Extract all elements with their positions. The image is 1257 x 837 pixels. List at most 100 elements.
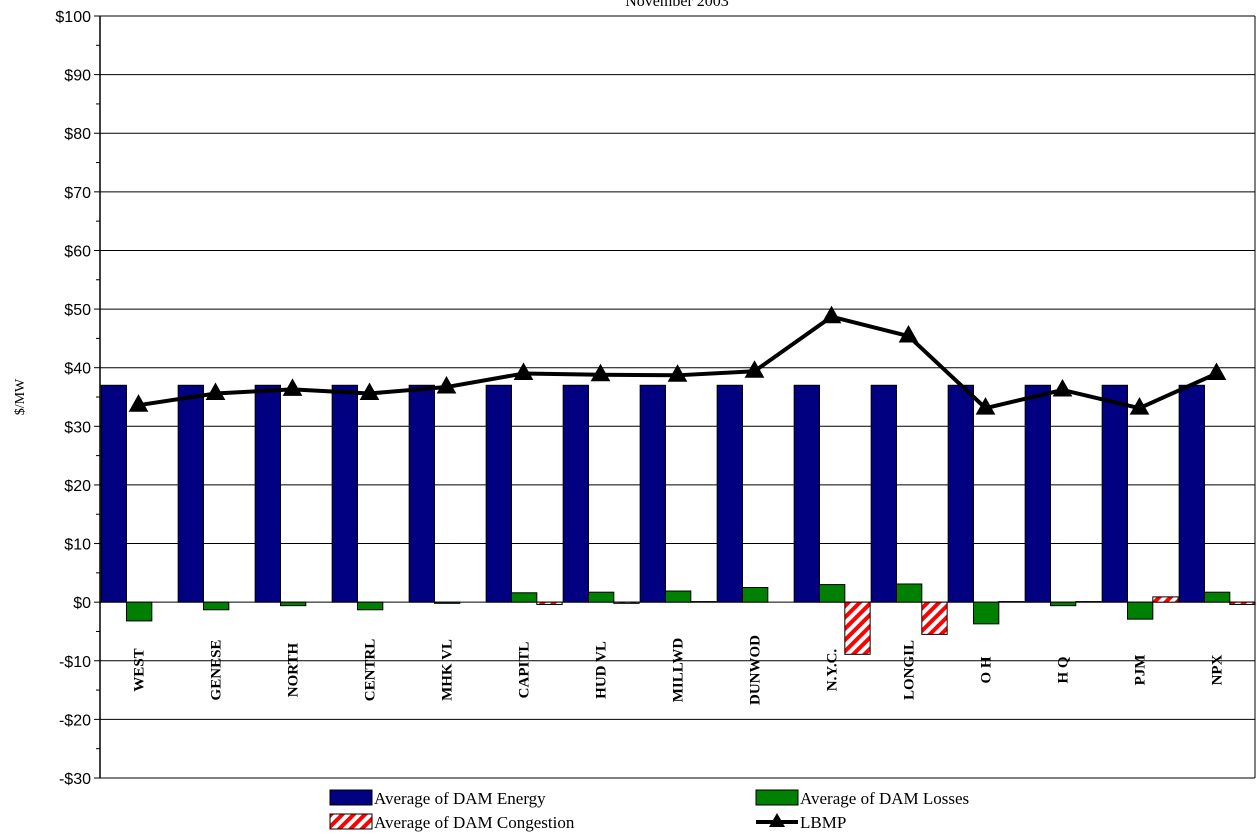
legend-swatch-average-of-dam-energy bbox=[329, 789, 373, 806]
average-of-dam-energy-bar bbox=[254, 384, 281, 603]
average-of-dam-congestion-bar bbox=[844, 601, 871, 655]
x-tick-label: NORTH bbox=[286, 642, 302, 697]
bars bbox=[100, 384, 1256, 655]
x-tick-label: MHK VL bbox=[440, 639, 456, 701]
y-tick-label: $80 bbox=[64, 126, 91, 143]
x-axis-labels: WEST GENESE NORTH CENTRL MHK VL CAPITL HUD VL M… bbox=[132, 635, 1226, 705]
x-tick-label: MILLWD bbox=[671, 638, 687, 703]
average-of-dam-losses-bar bbox=[1203, 591, 1231, 603]
lbmp-point-marker bbox=[1129, 397, 1150, 415]
average-of-dam-losses-bar bbox=[587, 591, 615, 603]
average-of-dam-energy-bar bbox=[1101, 384, 1128, 603]
average-of-dam-energy-bar bbox=[947, 384, 974, 603]
lbmp-point-marker bbox=[821, 305, 842, 324]
average-of-dam-energy-bar bbox=[485, 384, 512, 603]
lbmp-point-marker bbox=[205, 382, 226, 400]
average-of-dam-energy-bar bbox=[408, 384, 435, 603]
average-of-dam-losses-bar bbox=[1126, 601, 1154, 620]
y-tick-label: $10 bbox=[64, 537, 91, 554]
y-tick-label: $100 bbox=[55, 9, 91, 26]
lbmp-point-marker bbox=[282, 378, 303, 396]
lbmp-point-marker bbox=[513, 362, 534, 381]
average-of-dam-congestion-bar bbox=[536, 601, 563, 605]
legend-label-average-of-dam-congestion: Average of DAM Congestion bbox=[374, 813, 575, 832]
lbmp-point-marker bbox=[667, 364, 688, 382]
x-tick-label: CENTRL bbox=[363, 639, 379, 702]
average-of-dam-congestion-bar bbox=[1075, 601, 1102, 603]
y-tick-label: $40 bbox=[64, 361, 91, 378]
legend-marker-lbmp bbox=[769, 813, 785, 827]
lbmp-point-marker bbox=[128, 394, 149, 412]
lbmp-point-marker bbox=[359, 382, 380, 400]
lbmp-point-marker bbox=[744, 360, 765, 378]
average-of-dam-congestion-bar bbox=[1229, 601, 1256, 605]
x-tick-label: GENESE bbox=[209, 640, 225, 701]
average-of-dam-energy-bar bbox=[639, 384, 666, 603]
y-tick-label: $30 bbox=[64, 419, 91, 436]
y-tick-label: $90 bbox=[64, 68, 91, 85]
average-of-dam-congestion-bar bbox=[1152, 596, 1179, 603]
legend-swatch-average-of-dam-congestion bbox=[329, 813, 373, 830]
lbmp-point-marker bbox=[436, 376, 457, 394]
average-of-dam-losses-bar bbox=[972, 601, 1000, 625]
lbmp-point-marker bbox=[975, 397, 996, 415]
average-of-dam-losses-bar bbox=[279, 601, 307, 607]
x-tick-label: HUD VL bbox=[594, 641, 610, 699]
x-tick-label: O H bbox=[979, 656, 995, 683]
average-of-dam-losses-bar bbox=[202, 601, 230, 611]
average-of-dam-energy-bar bbox=[1178, 384, 1205, 603]
legend: Average of DAM Energy Average of DAM Loss… bbox=[329, 789, 969, 832]
lbmp-point-marker bbox=[1206, 362, 1227, 381]
y-tick-label: $70 bbox=[64, 185, 91, 202]
average-of-dam-congestion-bar bbox=[998, 601, 1025, 603]
y-tick-label: $0 bbox=[73, 595, 91, 612]
average-of-dam-energy-bar bbox=[562, 384, 589, 603]
average-of-dam-congestion-bar bbox=[690, 601, 717, 603]
average-of-dam-losses-bar bbox=[664, 590, 692, 603]
lbmp-line bbox=[128, 305, 1227, 415]
average-of-dam-energy-bar bbox=[100, 384, 127, 603]
y-tick-label: -$20 bbox=[59, 712, 91, 729]
x-tick-label: PJM bbox=[1133, 655, 1149, 686]
grid bbox=[100, 15, 1255, 779]
average-of-dam-losses-bar bbox=[510, 592, 538, 603]
average-of-dam-losses-bar bbox=[356, 601, 384, 611]
average-of-dam-energy-bar bbox=[177, 384, 204, 603]
average-of-dam-energy-bar bbox=[716, 384, 743, 603]
y-axis-label: $/MW bbox=[13, 378, 28, 415]
average-of-dam-losses-bar bbox=[433, 601, 461, 604]
y-tick-label: -$10 bbox=[59, 654, 91, 671]
lbmp-point-marker bbox=[898, 325, 919, 343]
chart-title: November 2003 bbox=[625, 0, 729, 10]
average-of-dam-energy-bar bbox=[331, 384, 358, 603]
legend-label-average-of-dam-losses: Average of DAM Losses bbox=[800, 789, 969, 808]
average-of-dam-energy-bar bbox=[870, 384, 897, 603]
average-of-dam-losses-bar bbox=[125, 601, 153, 622]
y-axis-ticks: -$30 -$20 -$10 $0 $10 $20 $30 $40 $50 $60 $70 $80 $9… bbox=[55, 9, 100, 788]
average-of-dam-congestion-bar bbox=[921, 601, 948, 635]
x-tick-label: N.Y.C. bbox=[825, 649, 841, 692]
legend-label-average-of-dam-energy: Average of DAM Energy bbox=[374, 789, 546, 808]
legend-label-lbmp: LBMP bbox=[800, 813, 846, 832]
average-of-dam-losses-bar bbox=[741, 587, 769, 603]
y-tick-label: $50 bbox=[64, 302, 91, 319]
lbmp-point-marker bbox=[590, 363, 611, 382]
average-of-dam-energy-bar bbox=[793, 384, 820, 603]
average-of-dam-losses-bar bbox=[818, 584, 846, 603]
average-of-dam-congestion-bar bbox=[613, 601, 640, 604]
legend-swatch-average-of-dam-losses bbox=[755, 789, 799, 806]
y-tick-label: $60 bbox=[64, 243, 91, 260]
x-tick-label: WEST bbox=[132, 648, 148, 691]
y-tick-label: $20 bbox=[64, 478, 91, 495]
y-tick-label: -$30 bbox=[59, 771, 91, 788]
average-of-dam-losses-bar bbox=[1049, 601, 1077, 607]
x-tick-label: DUNWOD bbox=[748, 635, 764, 705]
lbmp-point-marker bbox=[1052, 378, 1073, 397]
x-tick-label: CAPITL bbox=[517, 642, 533, 699]
average-of-dam-losses-bar bbox=[895, 583, 923, 603]
x-tick-label: H Q bbox=[1056, 656, 1072, 683]
x-tick-label: LONGIL bbox=[902, 640, 918, 700]
average-of-dam-energy-bar bbox=[1024, 384, 1051, 603]
x-tick-label: NPX bbox=[1210, 654, 1226, 685]
